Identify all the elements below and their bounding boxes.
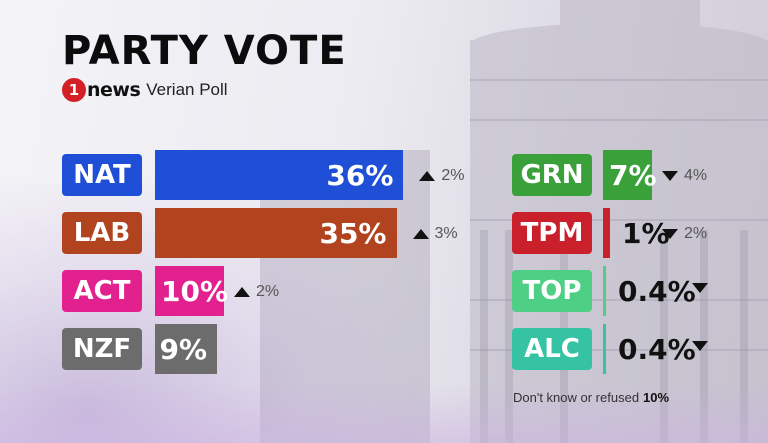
brand-lockup: 1 news Verian Poll bbox=[62, 78, 228, 102]
bar-nat bbox=[155, 150, 404, 200]
bar-value-alc: 0.4% bbox=[618, 332, 696, 366]
change-grn: 4% bbox=[662, 167, 707, 185]
up-arrow-icon bbox=[419, 171, 436, 181]
change-alc bbox=[692, 341, 714, 351]
change-top bbox=[692, 283, 714, 293]
down-arrow-icon bbox=[692, 341, 708, 351]
bar-value-act: 10% bbox=[161, 274, 229, 308]
change-nat: 2% bbox=[419, 167, 465, 185]
page-title: PARTY VOTE bbox=[62, 28, 347, 74]
bar-nzf bbox=[155, 324, 218, 374]
party-label-top: TOP bbox=[512, 270, 592, 312]
brand-news-text: news bbox=[87, 79, 141, 101]
bar-act bbox=[155, 266, 224, 316]
bar-value-nzf: 9% bbox=[159, 332, 208, 366]
party-label-nat: NAT bbox=[62, 154, 142, 196]
up-arrow-icon bbox=[234, 287, 250, 297]
party-label-nzf: NZF bbox=[62, 328, 142, 370]
party-label-grn: GRN bbox=[512, 154, 592, 196]
bar-lab bbox=[155, 208, 397, 258]
change-lab: 3% bbox=[412, 225, 458, 243]
change-value-lab: 3% bbox=[434, 225, 458, 242]
bar-grn bbox=[603, 150, 652, 200]
change-value-tpm: 2% bbox=[684, 225, 708, 242]
down-arrow-icon bbox=[662, 171, 678, 181]
bar-value-grn: 7% bbox=[609, 158, 657, 192]
change-tpm: 2% bbox=[662, 225, 707, 243]
change-value-grn: 4% bbox=[684, 167, 708, 184]
bar-alc bbox=[603, 324, 606, 374]
bar-value-tpm: 1% bbox=[622, 216, 670, 250]
party-label-tpm: TPM bbox=[512, 212, 592, 254]
news-logo-icon: 1 bbox=[62, 78, 86, 102]
party-label-act: ACT bbox=[62, 270, 142, 312]
change-act: 2% bbox=[234, 283, 279, 301]
undecided-footnote: Don't know or refused 10% bbox=[513, 390, 669, 405]
bar-value-nat: 36% bbox=[326, 158, 394, 192]
bar-value-top: 0.4% bbox=[618, 274, 696, 308]
up-arrow-icon bbox=[412, 229, 429, 239]
bar-tpm bbox=[603, 208, 610, 258]
change-value-nat: 2% bbox=[441, 167, 465, 184]
down-arrow-icon bbox=[692, 283, 708, 293]
undecided-value: 10% bbox=[643, 390, 670, 405]
party-label-lab: LAB bbox=[62, 212, 142, 254]
bar-top bbox=[603, 266, 606, 316]
change-value-act: 2% bbox=[256, 283, 280, 300]
down-arrow-icon bbox=[662, 229, 678, 239]
bar-value-lab: 35% bbox=[319, 216, 387, 250]
undecided-label: Don't know or refused bbox=[513, 390, 640, 405]
poll-name: Verian Poll bbox=[146, 80, 228, 99]
party-label-alc: ALC bbox=[512, 328, 592, 370]
